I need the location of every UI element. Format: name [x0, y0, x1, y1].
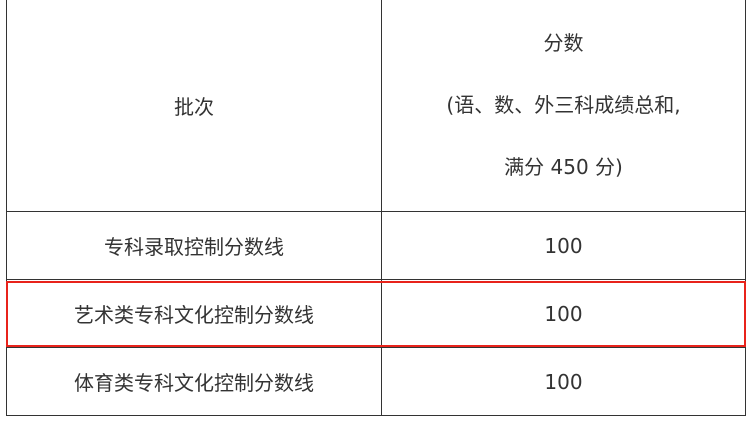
header-batch: 批次 [6, 0, 382, 212]
score-cell: 100 [381, 347, 746, 416]
batch-cell: 艺术类专科文化控制分数线 [6, 279, 382, 348]
table-row: 专科录取控制分数线 100 [6, 211, 746, 280]
table-header-row: 批次 分数 (语、数、外三科成绩总和, 满分 450 分) [6, 0, 746, 212]
table-row: 艺术类专科文化控制分数线 100 [6, 279, 746, 348]
header-score: 分数 (语、数、外三科成绩总和, 满分 450 分) [381, 0, 746, 212]
score-cell: 100 [381, 279, 746, 348]
score-cell: 100 [381, 211, 746, 280]
batch-cell: 体育类专科文化控制分数线 [6, 347, 382, 416]
score-table: 批次 分数 (语、数、外三科成绩总和, 满分 450 分) 专科录取控制分数线 … [6, 0, 746, 416]
table-row: 体育类专科文化控制分数线 100 [6, 347, 746, 416]
batch-cell: 专科录取控制分数线 [6, 211, 382, 280]
